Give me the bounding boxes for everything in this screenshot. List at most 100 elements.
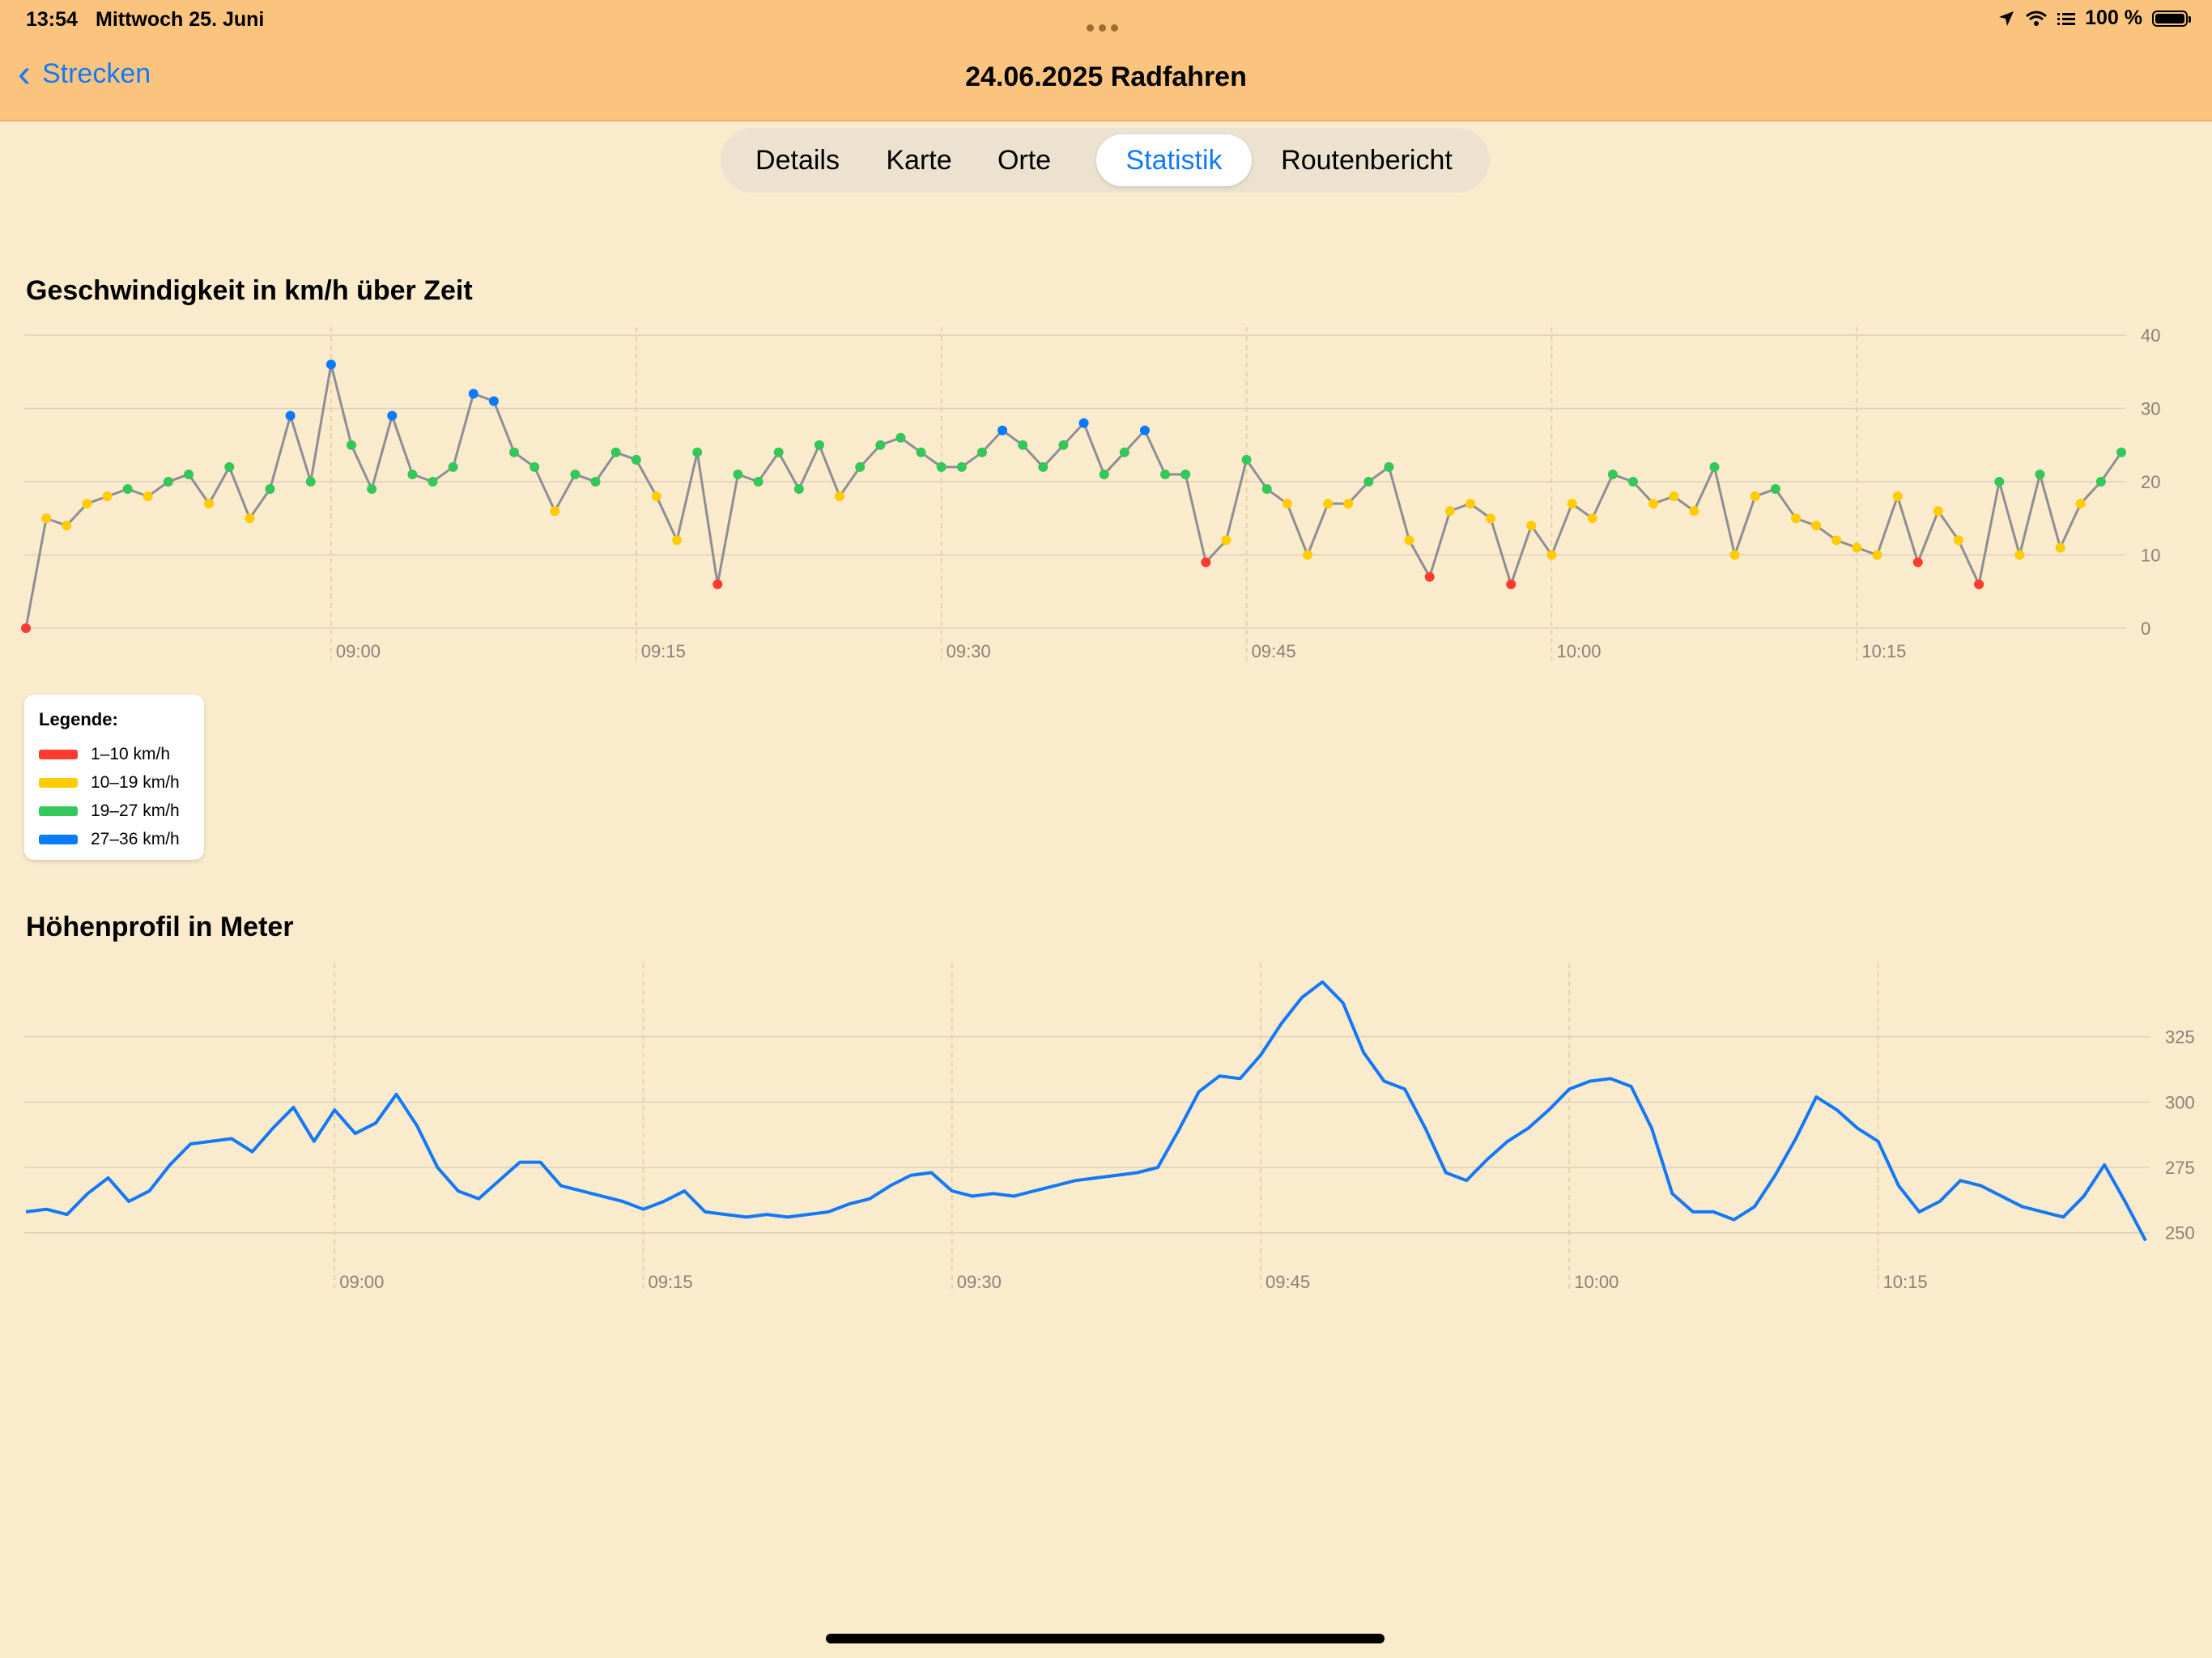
speed-point [2014, 550, 2025, 560]
y-tick-label: 10 [2141, 546, 2160, 566]
y-tick-label: 300 [2165, 1092, 2195, 1112]
y-tick-label: 250 [2165, 1223, 2195, 1244]
speed-point [1526, 521, 1537, 531]
speed-point [204, 499, 215, 509]
speed-point [1119, 447, 1129, 457]
speed-point [1831, 535, 1842, 546]
speed-point [1811, 521, 1822, 531]
legend-item-blue: 27–36 km/h [39, 825, 204, 853]
speed-point [733, 469, 743, 479]
legend-swatch-red [39, 749, 78, 759]
speed-point [1444, 506, 1455, 517]
speed-point [651, 491, 661, 502]
x-tick-label: 09:15 [641, 641, 686, 661]
speed-point [1546, 550, 1557, 560]
tab-segmented-control: Details Karte Orte Statistik Routenberic… [721, 128, 1490, 193]
legend-item-red: 1–10 km/h [39, 740, 204, 768]
legend-item-green: 19–27 km/h [39, 797, 204, 825]
speed-point [753, 477, 764, 487]
speed-point [1709, 461, 1720, 472]
status-bar: 13:54 Mittwoch 25. Juni 100 % [0, 0, 2212, 39]
speed-point [1627, 477, 1638, 487]
speed-point [1465, 499, 1475, 509]
speed-point [976, 447, 987, 457]
status-time: 13:54 [26, 8, 78, 31]
speed-point [875, 440, 886, 450]
speed-point [1018, 440, 1028, 450]
speed-point [1282, 499, 1292, 509]
legend-item-yellow: 10–19 km/h [39, 768, 204, 797]
speed-point [1424, 572, 1435, 582]
speed-line [24, 363, 2123, 629]
elevation-line [25, 980, 2147, 1242]
speed-point [1994, 477, 2005, 487]
x-tick-label: 09:30 [946, 641, 991, 661]
speed-point [1384, 461, 1394, 472]
x-tick-label: 09:30 [957, 1272, 1002, 1292]
speed-point [570, 469, 581, 479]
speed-point [692, 447, 703, 457]
speed-point [468, 389, 479, 399]
speed-point [407, 469, 418, 479]
speed-point [305, 477, 316, 487]
x-tick-label: 09:00 [339, 1272, 384, 1292]
tab-details[interactable]: Details [755, 145, 840, 176]
speed-point [1201, 557, 1211, 568]
speed-point [1790, 513, 1801, 524]
y-tick-label: 325 [2165, 1027, 2195, 1048]
x-tick-label: 10:00 [1574, 1272, 1619, 1292]
tab-statistik[interactable]: Statistik [1096, 134, 1252, 186]
speed-point [1139, 425, 1150, 436]
speed-point [713, 579, 723, 589]
tab-routenbericht[interactable]: Routenbericht [1281, 145, 1453, 176]
speed-point [1729, 550, 1740, 560]
speed-point [1669, 491, 1679, 502]
speed-point [265, 484, 275, 495]
chevron-left-icon: ‹ [18, 52, 31, 96]
speed-point [102, 491, 113, 502]
tab-karte[interactable]: Karte [886, 145, 952, 176]
speed-chart-title: Geschwindigkeit in km/h über Zeit [26, 275, 473, 306]
speed-point [1567, 499, 1577, 509]
back-button[interactable]: ‹ Strecken [18, 52, 151, 96]
y-tick-label: 20 [2141, 472, 2160, 492]
speed-point [793, 484, 804, 495]
speed-point [1343, 499, 1354, 509]
wifi-icon [2026, 11, 2048, 26]
legend-swatch-yellow [39, 777, 78, 788]
speed-point [448, 461, 458, 472]
speed-point [1160, 469, 1171, 479]
speed-point [814, 440, 824, 450]
speed-point [21, 623, 31, 633]
y-tick-label: 275 [2165, 1158, 2195, 1178]
speed-point [387, 410, 398, 421]
speed-point [163, 477, 173, 487]
home-indicator[interactable] [826, 1634, 1385, 1643]
speed-point [1648, 499, 1659, 509]
battery-icon [2152, 10, 2191, 27]
speed-point [2035, 469, 2045, 479]
speed-point [1078, 418, 1089, 428]
speed-point [325, 359, 336, 370]
legend-swatch-green [39, 806, 78, 816]
speed-point [1241, 454, 1252, 465]
navigation-bar: ‹ Strecken 24.06.2025 Radfahren [0, 39, 2212, 121]
speed-point [2116, 447, 2126, 457]
x-tick-label: 10:15 [1861, 641, 1906, 661]
x-tick-label: 09:45 [1252, 641, 1296, 661]
speed-point [1872, 550, 1882, 560]
status-indicators: 100 % [1997, 6, 2191, 30]
multitasking-dots-icon[interactable] [1087, 14, 1123, 37]
tab-orte[interactable]: Orte [997, 145, 1052, 176]
speed-point [122, 484, 133, 495]
speed-point [916, 447, 926, 457]
speed-point [530, 461, 540, 472]
speed-point [2055, 542, 2065, 553]
elevation-chart-title: Höhenprofil in Meter [26, 912, 294, 942]
legend-title: Legende: [39, 709, 118, 729]
legend-label: 1–10 km/h [91, 744, 171, 763]
legend-swatch-blue [39, 834, 78, 844]
speed-point [956, 461, 967, 472]
speed-point [895, 432, 906, 443]
speed-point [631, 454, 641, 465]
